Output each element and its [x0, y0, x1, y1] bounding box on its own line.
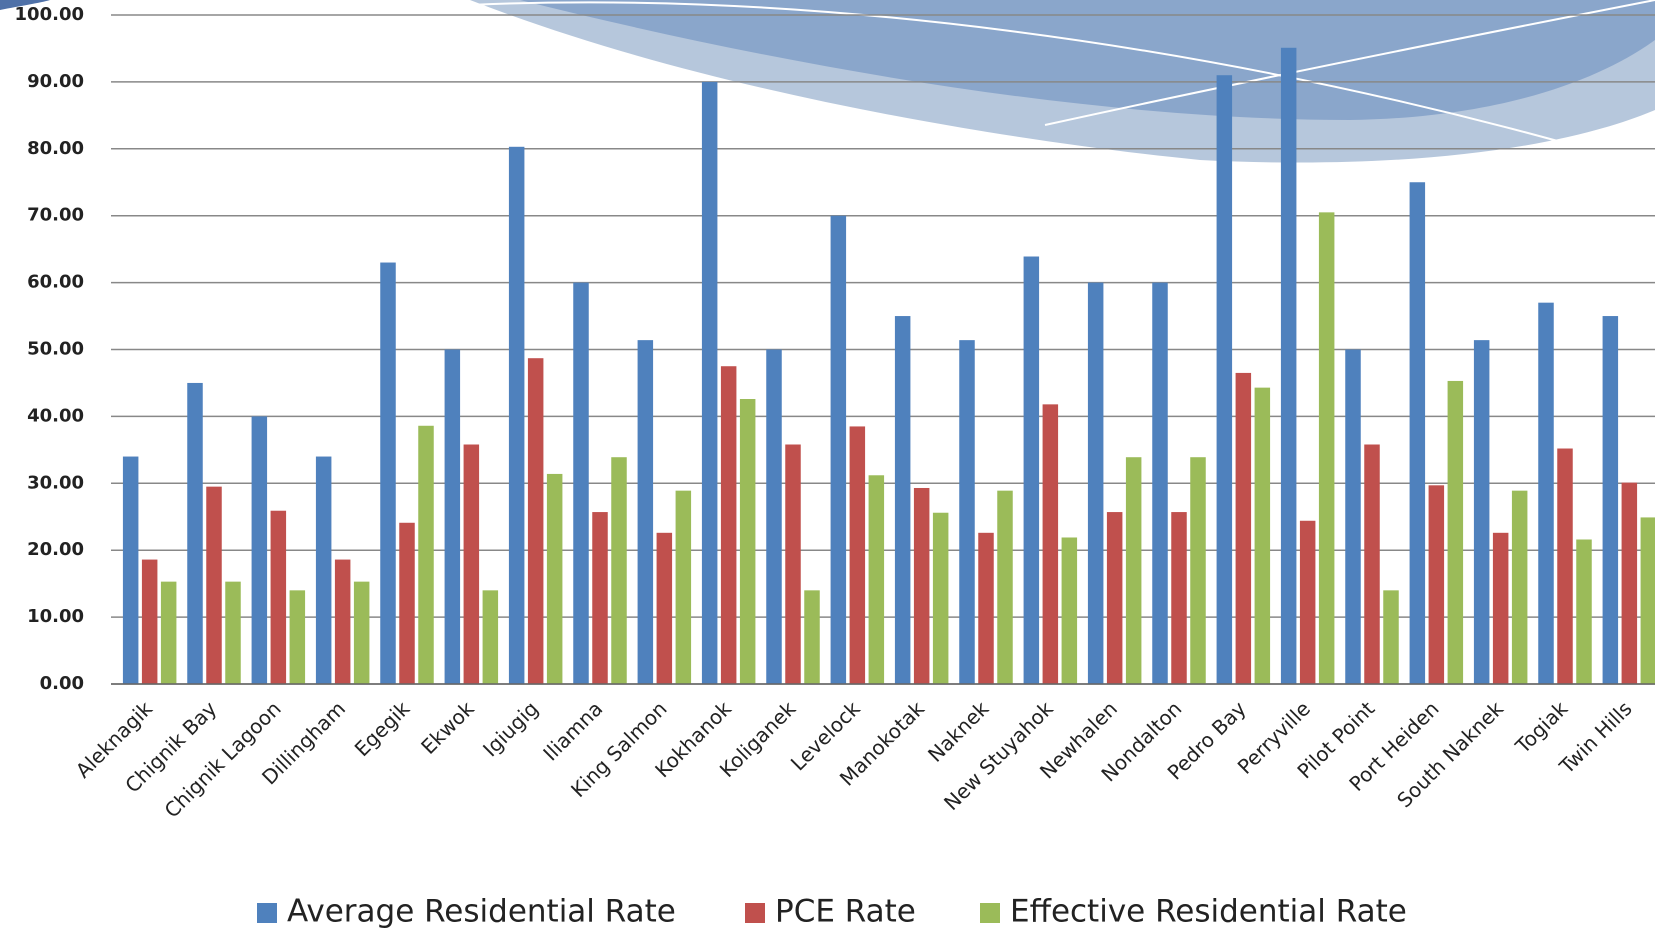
bar [611, 457, 627, 684]
y-tick-label: 90.00 [27, 71, 84, 92]
bar [1640, 517, 1655, 684]
bar [804, 590, 820, 684]
bar [701, 81, 718, 684]
bar [675, 490, 692, 684]
bar [1042, 404, 1059, 684]
bar [1557, 448, 1573, 684]
bar [785, 444, 801, 684]
y-tick-label: 50.00 [27, 339, 84, 360]
bar [1345, 349, 1361, 684]
bar [1318, 212, 1335, 685]
bar [1125, 457, 1142, 684]
bar [380, 262, 396, 684]
bar [573, 282, 589, 684]
bar [289, 590, 306, 684]
bar [122, 456, 139, 684]
bar [251, 416, 268, 684]
bar [637, 340, 654, 684]
bar [932, 512, 949, 684]
bar [849, 426, 866, 684]
bar [1364, 444, 1380, 684]
bar [334, 559, 351, 684]
bar [1447, 380, 1464, 684]
bar [959, 340, 975, 684]
bar [1190, 457, 1206, 684]
legend-label: PCE Rate [775, 894, 916, 930]
bar [830, 215, 847, 684]
bar [546, 473, 563, 684]
bar [1621, 482, 1638, 684]
legend-label: Average Residential Rate [287, 894, 676, 930]
bar [463, 444, 480, 684]
bar [978, 532, 994, 684]
bar [997, 490, 1013, 684]
bar [1473, 340, 1490, 684]
bar [766, 349, 782, 684]
bar [1538, 302, 1554, 684]
y-tick-label: 80.00 [27, 138, 84, 159]
bar [1087, 282, 1104, 684]
legend-marker [745, 903, 765, 923]
bar [1492, 532, 1509, 684]
bar [1235, 372, 1252, 684]
bar [1602, 316, 1619, 684]
bar [1511, 490, 1528, 684]
bar [418, 425, 434, 684]
legend-marker [257, 903, 277, 923]
y-tick-label: 20.00 [27, 539, 84, 560]
bar [656, 532, 673, 684]
legend-label: Effective Residential Rate [1010, 894, 1407, 930]
legend-marker [980, 903, 1000, 923]
bar [1023, 256, 1040, 684]
bar [1409, 182, 1426, 684]
bar [1171, 512, 1187, 684]
bar [739, 399, 756, 684]
bar [1280, 47, 1297, 684]
bar [1428, 485, 1445, 684]
bar [1106, 512, 1123, 684]
bar [1383, 590, 1399, 684]
bar [592, 512, 608, 684]
bar [913, 487, 930, 684]
bar [187, 382, 203, 684]
x-tick-label: Igiugig [478, 696, 543, 761]
bar [270, 510, 287, 684]
bar [315, 456, 332, 684]
x-tick-label: Togiak [1510, 696, 1573, 759]
x-tick-label: Chignik Lagoon [160, 696, 286, 822]
y-tick-label: 0.00 [40, 673, 84, 694]
bar [1216, 75, 1233, 684]
x-tick-label: Egegik [350, 696, 415, 761]
y-tick-label: 10.00 [27, 606, 84, 627]
bar [1061, 537, 1078, 684]
bar [160, 581, 177, 684]
x-tick-label: New Stuyahok [939, 696, 1058, 815]
bar [482, 590, 499, 684]
bar [1152, 282, 1168, 684]
bar [1299, 520, 1316, 684]
y-tick-label: 30.00 [27, 472, 84, 493]
bar [720, 366, 737, 684]
bar [141, 559, 158, 684]
bar [353, 581, 370, 684]
y-tick-label: 40.00 [27, 405, 84, 426]
x-tick-label: Ekwok [416, 696, 479, 759]
bar [225, 581, 241, 684]
y-tick-label: 70.00 [27, 205, 84, 226]
y-tick-label: 100.00 [15, 4, 84, 25]
bar [399, 522, 415, 684]
bar [868, 475, 885, 684]
bar [894, 316, 911, 684]
bar [206, 486, 222, 684]
bar [1254, 387, 1271, 684]
bar [508, 146, 525, 685]
y-tick-label: 60.00 [27, 272, 84, 293]
bar [444, 349, 461, 684]
bar [527, 358, 544, 684]
bar [1576, 539, 1592, 684]
